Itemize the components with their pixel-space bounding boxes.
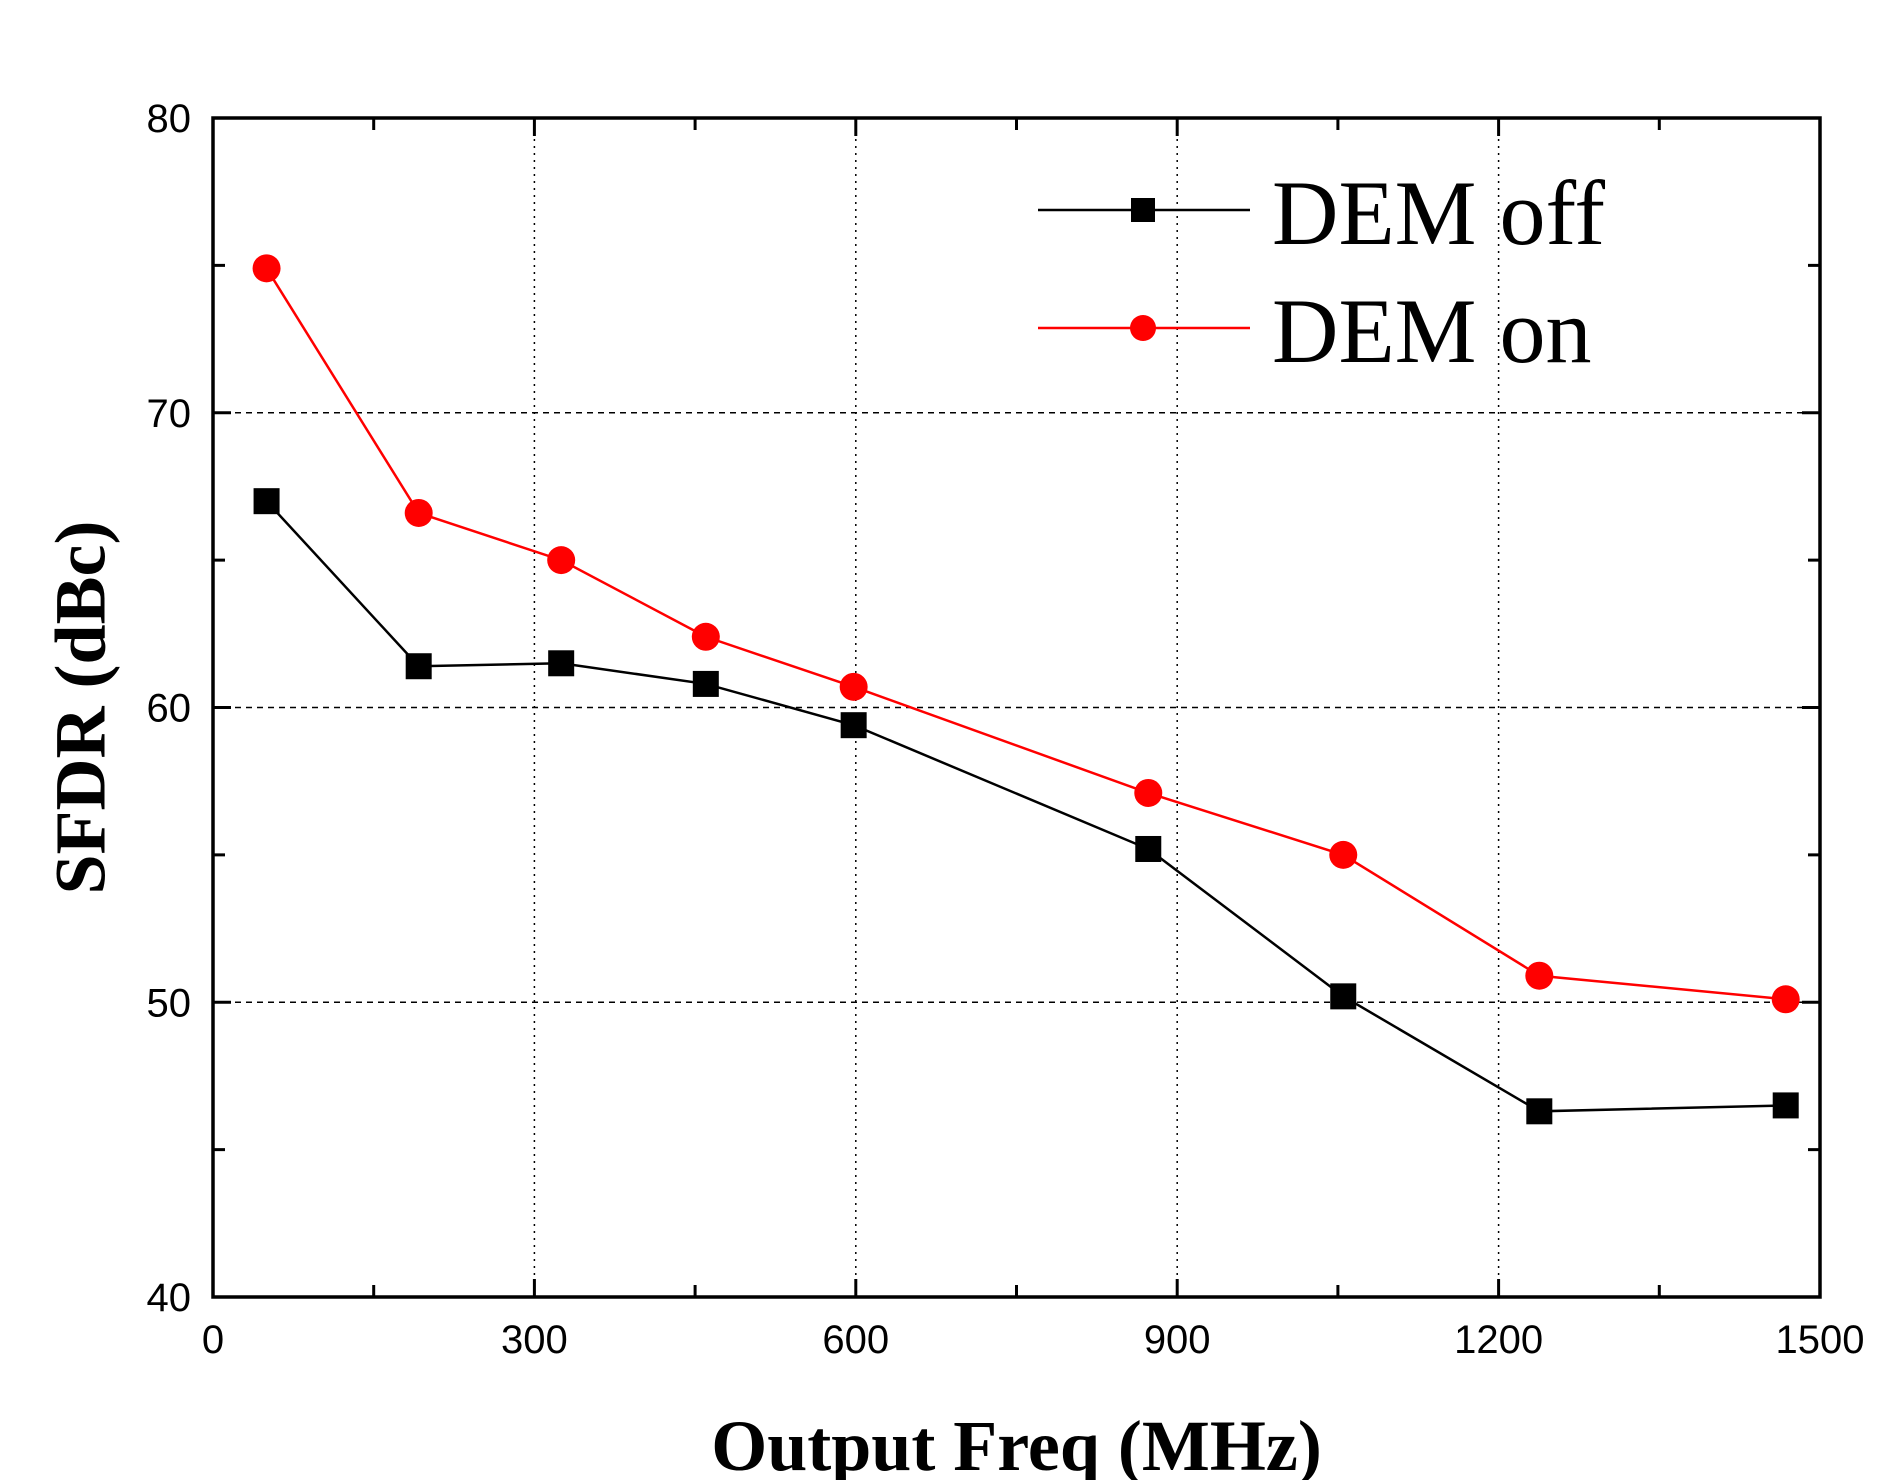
series-dem-off [253,488,1799,1125]
point-dem-on-8 [1771,985,1800,1014]
point-dem-off-4 [840,712,867,739]
legend-marker-dem-on [1130,315,1156,341]
x-axis-title: Output Freq (MHz) [711,1406,1322,1480]
point-dem-off-1 [405,653,432,680]
y-tick-label-70: 70 [147,392,192,436]
legend-label-dem-off: DEM off [1272,162,1605,264]
x-tick-label-900: 900 [1144,1318,1211,1362]
legend: DEM off DEM on [1038,162,1605,382]
axis-ticks [211,116,1822,1299]
x-tick-label-1500: 1500 [1776,1318,1865,1362]
point-dem-on-0 [252,254,281,283]
point-dem-on-2 [547,546,576,575]
point-dem-off-0 [253,488,280,515]
x-tick-label-300: 300 [501,1318,568,1362]
legend-label-dem-on: DEM on [1272,280,1591,382]
point-dem-off-3 [692,670,719,697]
point-dem-on-1 [404,498,433,527]
grid-lines [213,118,1820,1297]
series-group [252,254,1800,1125]
point-dem-on-5 [1134,778,1163,807]
point-dem-on-7 [1525,961,1554,990]
point-dem-off-5 [1135,835,1162,862]
point-dem-on-6 [1329,840,1358,869]
x-tick-label-1200: 1200 [1454,1318,1543,1362]
y-tick-label-40: 40 [147,1276,192,1320]
point-dem-off-2 [548,650,575,677]
point-dem-off-6 [1330,983,1357,1010]
y-axis-title: SFDR (dBc) [41,521,121,895]
x-tick-label-0: 0 [202,1318,224,1362]
x-tick-label-600: 600 [822,1318,889,1362]
y-tick-label-50: 50 [147,981,192,1025]
y-tick-label-60: 60 [147,687,192,731]
legend-marker-dem-off [1131,198,1155,222]
point-dem-on-4 [839,672,868,701]
series-dem-on [252,254,1800,1014]
point-dem-off-8 [1772,1092,1799,1119]
y-tick-label-80: 80 [147,97,192,141]
point-dem-off-7 [1526,1098,1553,1125]
point-dem-on-3 [691,622,720,651]
tick-labels: 0 300 600 900 1200 1500 40 50 60 70 80 [147,97,1865,1362]
